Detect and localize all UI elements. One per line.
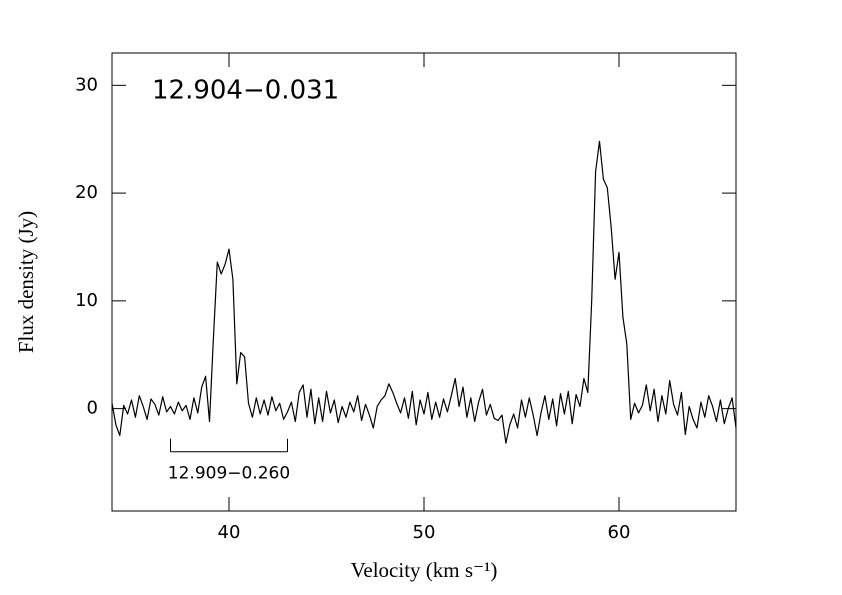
x-tick-label: 50: [413, 522, 436, 543]
y-tick-label: 0: [87, 398, 98, 419]
plot-frame: [111, 52, 737, 512]
chart-title: 12.904−0.031: [152, 76, 339, 106]
bracket-label: 12.909−0.260: [168, 464, 290, 484]
x-tick-label: 40: [218, 522, 241, 543]
y-tick-label: 10: [75, 290, 98, 311]
spectrum-line: [111, 140, 737, 444]
y-axis-label: Flux density (Jy): [14, 211, 38, 353]
y-tick-label: 20: [75, 182, 98, 203]
x-axis-label: Velocity (km s⁻¹): [351, 558, 498, 582]
y-tick-label: 30: [75, 74, 98, 95]
x-tick-label: 60: [608, 522, 631, 543]
